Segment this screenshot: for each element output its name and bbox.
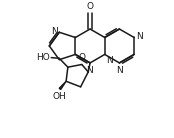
Text: N: N (136, 32, 143, 41)
Polygon shape (59, 81, 66, 90)
Text: O: O (78, 53, 85, 62)
Text: N: N (116, 66, 123, 75)
Text: N: N (51, 27, 58, 36)
Text: N: N (106, 56, 113, 65)
Text: HO: HO (37, 53, 50, 62)
Text: N: N (86, 66, 93, 75)
Text: OH: OH (53, 92, 66, 101)
Text: O: O (87, 2, 94, 11)
